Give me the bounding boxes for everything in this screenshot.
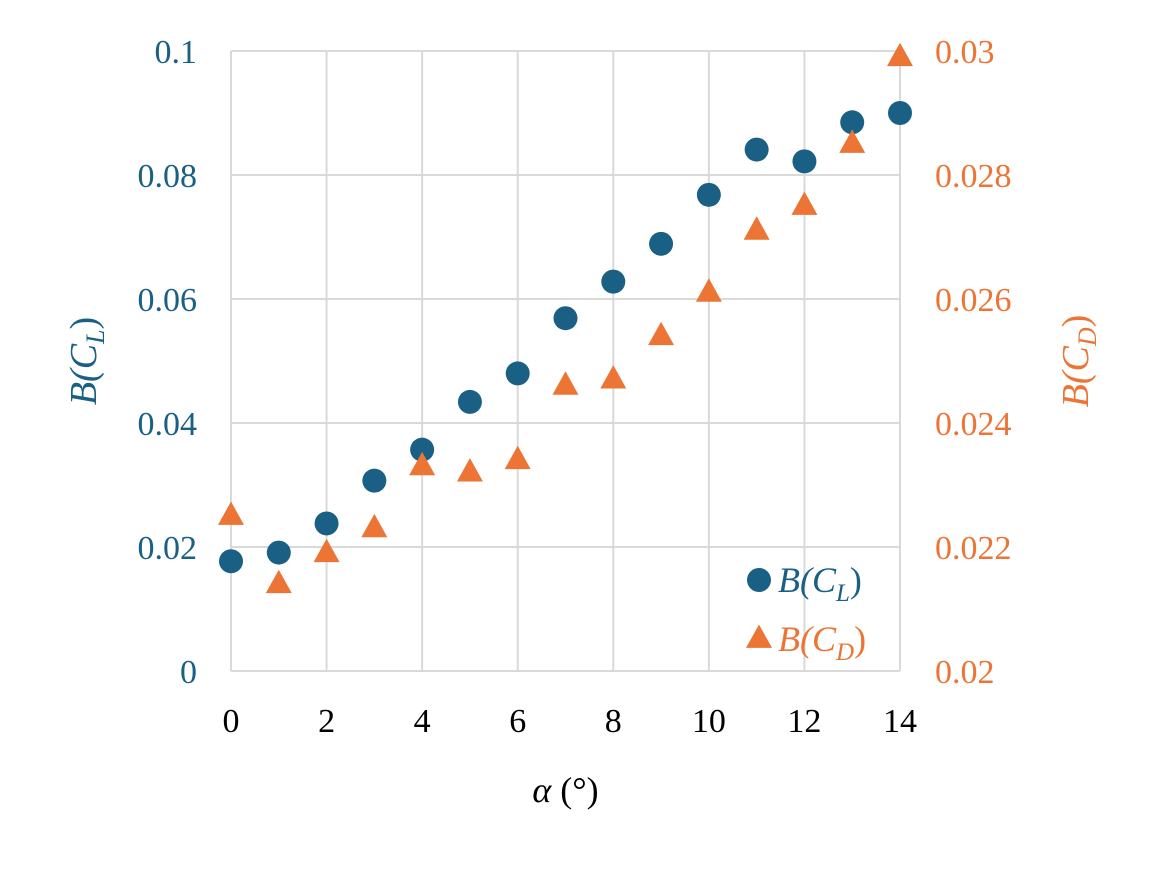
data-point-triangle: [600, 365, 627, 389]
axis-labels: 0 2 4 6 8 10 12 14 0 0.02 0.04 0.06 0.08 0.1 0.02 0.022…: [63, 34, 1102, 810]
legend: B(CL)B(CD): [746, 560, 866, 666]
data-point-circle: [362, 468, 387, 493]
y-right-tick-label: 0.028: [935, 158, 1012, 195]
data-point-triangle: [552, 371, 579, 395]
y-right-tick-label: 0.02: [935, 654, 995, 691]
y-right-axis-label: B(CD): [1055, 315, 1102, 408]
data-point-triangle: [743, 216, 770, 240]
data-point-circle: [840, 110, 865, 135]
data-point-circle: [553, 306, 578, 331]
data-point-circle: [314, 511, 339, 536]
data-point-triangle: [791, 191, 818, 215]
data-point-circle: [649, 231, 674, 256]
legend-label-base: B(C: [778, 560, 837, 600]
grid-lines: [230, 50, 901, 672]
data-point-circle: [505, 361, 530, 386]
x-axis-label-symbol: α: [532, 770, 552, 810]
legend-label-base: B(C: [778, 619, 837, 659]
data-point-triangle: [361, 513, 388, 538]
legend-label-sub: D: [835, 639, 854, 666]
legend-label-sub: L: [835, 580, 850, 607]
data-point-circle: [457, 389, 482, 414]
y-right-label-sub: D: [1073, 327, 1102, 347]
y-left-label-base: B(C: [63, 343, 105, 405]
data-point-triangle: [695, 278, 722, 302]
legend-item: B(CD): [746, 619, 866, 666]
x-tick-label: 6: [509, 703, 526, 740]
x-axis-label-unit: (°): [551, 770, 598, 810]
series-circle: [219, 101, 912, 574]
x-tick-label: 14: [883, 703, 917, 740]
y-right-tick-label: 0.03: [935, 34, 995, 71]
legend-marker-triangle: [746, 624, 772, 648]
data-point-circle: [792, 149, 817, 174]
legend-label: B(CD): [778, 619, 866, 666]
data-point-circle: [696, 182, 721, 207]
y-left-label-end: ): [63, 317, 105, 330]
data-point-triangle: [218, 501, 244, 525]
data-point-triangle: [839, 129, 866, 153]
data-point-triangle: [313, 538, 340, 563]
y-right-tick-label: 0.022: [935, 530, 1012, 567]
y-left-tick-label: 0.04: [138, 406, 198, 443]
legend-label: B(CL): [778, 560, 862, 607]
y-left-tick-label: 0.02: [138, 530, 198, 567]
y-right-tick-label: 0.024: [935, 406, 1012, 443]
data-point-circle: [888, 101, 912, 125]
series-triangle: [218, 42, 913, 594]
x-axis-label: α (°): [532, 770, 598, 810]
data-point-triangle: [648, 321, 675, 346]
legend-marker-circle: [747, 568, 771, 592]
legend-label-end: ): [854, 619, 866, 659]
y-left-label-sub: L: [81, 329, 110, 344]
legend-item: B(CL): [747, 560, 862, 607]
data-point-circle: [219, 549, 243, 574]
y-right-label-base: B(C: [1055, 345, 1097, 407]
data-point-circle: [744, 137, 769, 162]
x-tick-label: 4: [414, 703, 431, 740]
y-left-tick-label: 0.08: [138, 158, 198, 195]
y-left-tick-label: 0.06: [138, 282, 198, 319]
y-left-axis-label: B(CL): [63, 317, 110, 405]
y-right-tick-label: 0.026: [935, 282, 1012, 319]
data-point-circle: [266, 540, 291, 565]
data-series: [218, 42, 913, 594]
data-point-circle: [410, 437, 435, 462]
data-point-triangle: [456, 458, 483, 482]
data-point-triangle: [887, 42, 913, 67]
x-tick-label: 12: [787, 703, 821, 740]
data-point-circle: [601, 269, 626, 294]
legend-label-end: ): [850, 560, 862, 600]
y-left-tick-label: 0: [180, 654, 197, 691]
x-tick-label: 8: [605, 703, 622, 740]
y-right-label-end: ): [1055, 315, 1097, 328]
x-tick-label: 0: [223, 703, 240, 740]
y-left-tick-label: 0.1: [155, 34, 198, 71]
data-point-triangle: [265, 569, 292, 594]
x-tick-label: 2: [318, 703, 335, 740]
data-point-triangle: [409, 451, 436, 476]
data-point-triangle: [504, 445, 531, 470]
x-tick-label: 10: [692, 703, 726, 740]
